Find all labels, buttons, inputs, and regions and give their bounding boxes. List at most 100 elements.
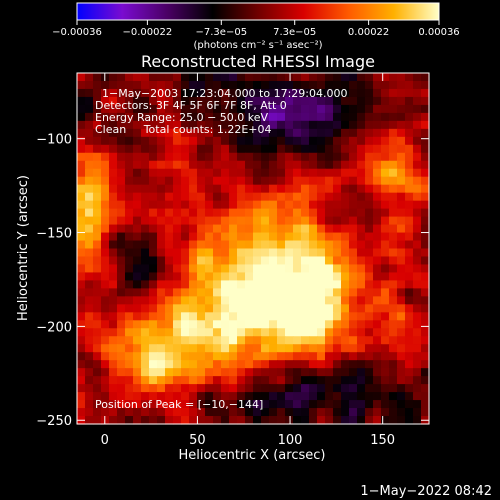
heatmap-cell xyxy=(349,184,358,194)
heatmap-cell xyxy=(413,80,422,90)
heatmap-cell xyxy=(213,208,222,218)
heatmap-cell xyxy=(309,184,318,194)
heatmap-cell xyxy=(133,216,142,226)
heatmap-cell xyxy=(405,280,414,289)
heatmap-cell xyxy=(181,248,190,258)
heatmap-cell xyxy=(269,240,278,250)
heatmap-cell xyxy=(157,232,166,242)
heatmap-cell xyxy=(125,416,134,425)
heatmap-cell xyxy=(221,408,230,417)
heatmap-cell xyxy=(341,200,350,210)
heatmap-cell xyxy=(301,216,310,226)
heatmap-cell xyxy=(421,144,430,154)
heatmap-cell xyxy=(109,192,118,202)
heatmap-cell xyxy=(141,120,150,130)
heatmap-cell xyxy=(341,328,350,337)
heatmap-cell xyxy=(173,160,182,170)
heatmap-cell xyxy=(197,392,206,401)
heatmap-cell xyxy=(325,392,334,401)
heatmap-cell xyxy=(405,344,414,353)
heatmap-cell xyxy=(309,416,318,425)
heatmap-cell xyxy=(173,360,182,369)
heatmap-cell xyxy=(341,152,350,162)
heatmap-cell xyxy=(341,88,350,98)
heatmap-cell xyxy=(349,416,358,425)
heatmap-cell xyxy=(365,104,374,114)
heatmap-cell xyxy=(229,240,238,250)
heatmap-cell xyxy=(157,328,166,337)
heatmap-cell xyxy=(365,360,374,369)
heatmap-cell xyxy=(173,240,182,250)
heatmap-cell xyxy=(181,240,190,250)
heatmap-cell xyxy=(349,304,358,313)
heatmap-cell xyxy=(325,184,334,194)
heatmap-cell xyxy=(413,320,422,329)
heatmap-cell xyxy=(165,73,174,82)
heatmap-cell xyxy=(157,208,166,218)
heatmap-cell xyxy=(357,360,366,369)
heatmap-cell xyxy=(101,280,110,289)
heatmap-cell xyxy=(77,184,86,194)
heatmap-cell xyxy=(317,160,326,170)
x-tick-label: 150 xyxy=(370,433,395,448)
heatmap-cell xyxy=(237,120,246,130)
heatmap-cell xyxy=(285,280,294,289)
heatmap-cell xyxy=(173,232,182,242)
heatmap-cell xyxy=(325,280,334,289)
heatmap-cell xyxy=(93,336,102,345)
heatmap-cell xyxy=(125,256,134,266)
heatmap-cell xyxy=(141,112,150,122)
heatmap-cell xyxy=(317,280,326,289)
heatmap-cell xyxy=(325,256,334,266)
heatmap-cell xyxy=(365,400,374,409)
heatmap-cell xyxy=(333,88,342,98)
heatmap-cell xyxy=(309,88,318,98)
heatmap-cell xyxy=(117,112,126,122)
heatmap-cell xyxy=(181,416,190,425)
heatmap-cell xyxy=(229,400,238,409)
heatmap-cell xyxy=(165,392,174,401)
heatmap-cell xyxy=(365,288,374,297)
heatmap-cell xyxy=(333,104,342,114)
heatmap-cell xyxy=(173,304,182,313)
heatmap-cell xyxy=(357,96,366,106)
heatmap-cell xyxy=(365,73,374,82)
heatmap-cell xyxy=(125,312,134,321)
heatmap-cell xyxy=(413,264,422,274)
heatmap-cell xyxy=(213,304,222,313)
heatmap-cell xyxy=(317,80,326,90)
heatmap-cell xyxy=(269,408,278,417)
heatmap-cell xyxy=(141,264,150,274)
heatmap-cell xyxy=(205,128,214,138)
heatmap-cell xyxy=(213,312,222,321)
heatmap-cell xyxy=(405,416,414,425)
heatmap-cell xyxy=(333,272,342,282)
heatmap-cell xyxy=(77,128,86,138)
heatmap-cell xyxy=(93,104,102,114)
heatmap-cell xyxy=(149,184,158,194)
heatmap-cell xyxy=(421,168,430,178)
heatmap-cell xyxy=(293,296,302,305)
heatmap-cell xyxy=(285,344,294,353)
heatmap-cell xyxy=(173,96,182,106)
heatmap-cell xyxy=(197,200,206,210)
heatmap-cell xyxy=(309,248,318,258)
heatmap-cell xyxy=(205,368,214,377)
heatmap-cell xyxy=(253,416,262,425)
heatmap-cell xyxy=(197,320,206,329)
heatmap-cell xyxy=(421,272,430,282)
heatmap-cell xyxy=(389,136,398,146)
heatmap-cell xyxy=(109,104,118,114)
heatmap-cell xyxy=(373,376,382,385)
heatmap-cell xyxy=(405,104,414,114)
heatmap-cell xyxy=(405,320,414,329)
heatmap-cell xyxy=(381,288,390,297)
heatmap-cell xyxy=(117,264,126,274)
heatmap-cell xyxy=(205,104,214,114)
heatmap-cell xyxy=(405,272,414,282)
heatmap-cell xyxy=(109,392,118,401)
heatmap-cell xyxy=(341,336,350,345)
heatmap-cell xyxy=(165,336,174,345)
heatmap-cell xyxy=(317,200,326,210)
heatmap-cell xyxy=(389,384,398,393)
